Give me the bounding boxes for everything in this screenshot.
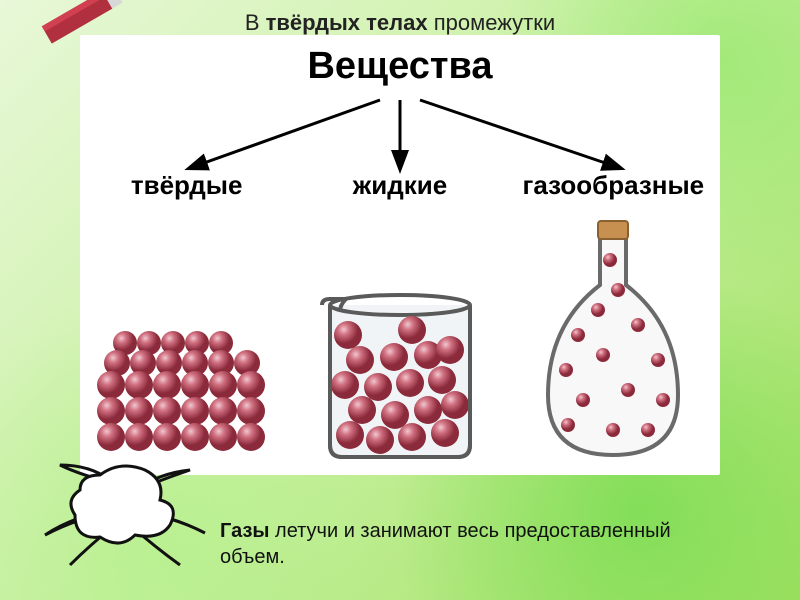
- visualizations: [80, 215, 720, 465]
- diagram-panel: Вещества твёрдые жидкие газообразные: [80, 35, 720, 475]
- bottom-bold: Газы: [220, 520, 269, 542]
- title: Вещества: [80, 35, 720, 88]
- liquid-vis: [293, 215, 506, 465]
- bottom-text: Газы летучи и занимают весь предоставлен…: [220, 518, 740, 570]
- branch-arrows: [80, 90, 720, 180]
- label-liquid: жидкие: [293, 170, 506, 201]
- cloud-whiskers-icon: [20, 455, 220, 575]
- bottom-rest: летучи и занимают весь предоставленный о…: [220, 520, 671, 568]
- top-partial-text: В твёрдых телах промежутки: [0, 10, 800, 36]
- label-gas: газообразные: [507, 170, 720, 201]
- solid-vis: [80, 215, 293, 465]
- label-solid: твёрдые: [80, 170, 293, 201]
- category-labels: твёрдые жидкие газообразные: [80, 170, 720, 201]
- gas-vis: [507, 215, 720, 465]
